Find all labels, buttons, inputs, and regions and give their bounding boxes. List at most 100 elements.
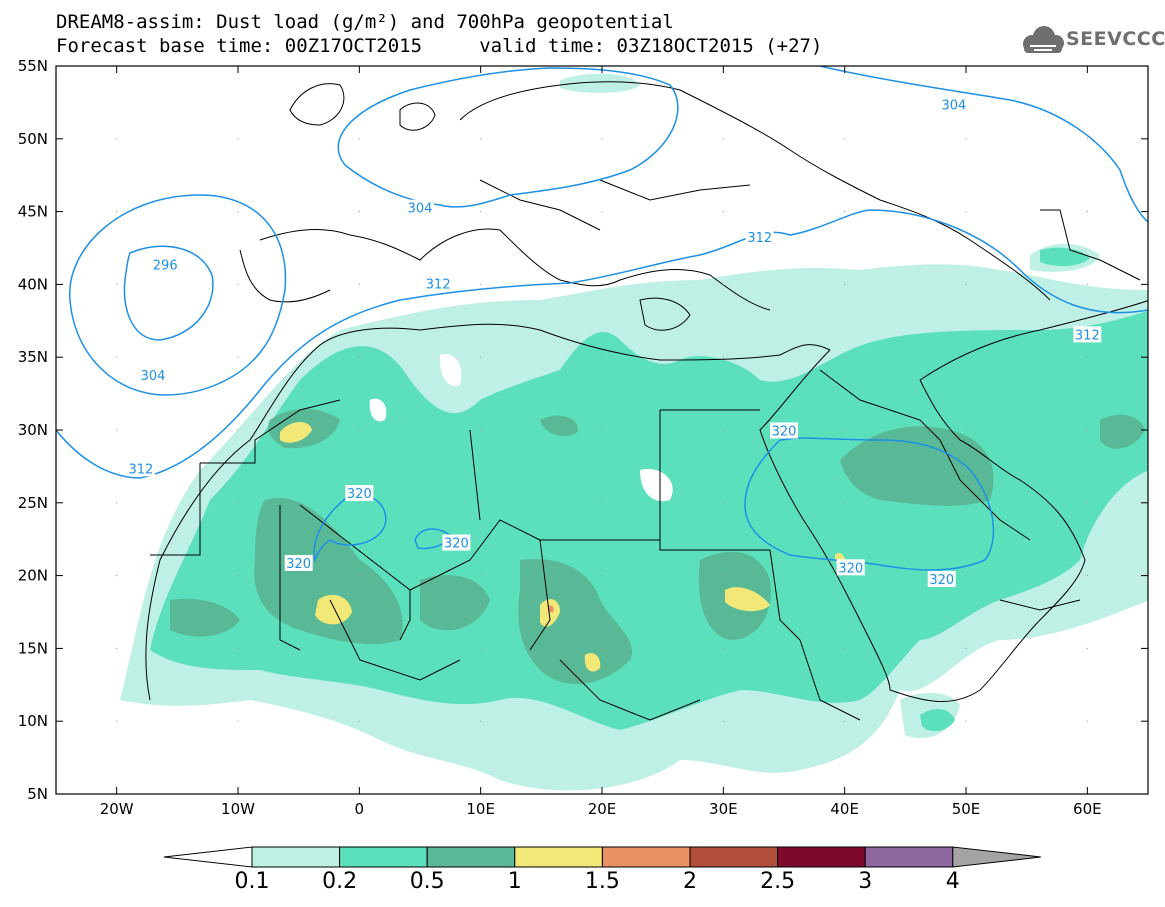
contour-label: 312 (129, 462, 154, 477)
contour-label: 304 (141, 369, 166, 384)
grid-dot (844, 283, 846, 285)
grid-dot (358, 211, 360, 213)
grid-dot (237, 211, 239, 213)
latitude-label: 25N (18, 494, 48, 512)
longitude-label: 60E (1073, 800, 1102, 818)
grid-dot (116, 429, 118, 431)
colorbar-over-triangle (952, 846, 1041, 868)
grid-dot (116, 283, 118, 285)
colorbar-label: 0.2 (322, 869, 357, 894)
grid-dot (358, 502, 360, 504)
latitude-label: 20N (18, 567, 48, 585)
longitude-labels: 20W 10W 0 10E 20E 30E 40E 50E 60E (100, 800, 1102, 818)
colorbar-label: 2 (683, 869, 697, 894)
geopotential-contours (56, 66, 1148, 571)
contour-labels: 304 304 296 304 312 312 312 312 320 320 320 320 320 3… (126, 96, 1102, 588)
contour-label: 320 (286, 557, 311, 572)
contour-label: 320 (347, 487, 372, 502)
coastlines (145, 81, 1148, 703)
contour-label-bg (406, 199, 434, 216)
latitude-label: 45N (18, 203, 48, 221)
grid-dot (844, 211, 846, 213)
grid-dot (237, 647, 239, 650)
colorbar-label: 1 (508, 869, 522, 894)
grid-dot (358, 720, 360, 722)
grid-dot (601, 502, 603, 504)
grid-dot (844, 138, 846, 140)
latitude-label: 50N (18, 130, 48, 148)
grid-dot (237, 283, 239, 285)
contour-label-bg (939, 96, 968, 113)
grid-dot (844, 502, 846, 504)
grid-dot (601, 211, 603, 213)
latitude-labels: 55N 50N 45N 40N 35N 30N 25N 20N 15N 10N 5N (18, 57, 48, 803)
colorbar-segment (689, 846, 779, 868)
longitude-label: 10E (466, 800, 495, 818)
grid-dot (358, 647, 360, 650)
grid-dot (722, 502, 724, 504)
country-borders (150, 179, 1141, 721)
contour-label-bg (770, 422, 798, 439)
grid-dot (722, 283, 724, 285)
grid-dot (116, 575, 118, 577)
grid-dot (601, 138, 603, 140)
grid-dot (116, 720, 118, 722)
contour-label: 304 (941, 98, 966, 113)
grid-dot (237, 720, 239, 722)
grid-dot (722, 429, 724, 431)
grid-dot (965, 211, 967, 213)
grid-dot (965, 429, 967, 431)
colorbar-label: 1.5 (585, 869, 620, 894)
grid-dot (480, 283, 482, 285)
grid-dot (601, 356, 603, 358)
contour-label-bg (745, 228, 774, 245)
grid-dot (844, 575, 846, 577)
grid-dot (1086, 356, 1088, 358)
colorbar-under-triangle (163, 846, 253, 868)
grid-dot (722, 720, 724, 722)
longitude-label: 20W (100, 800, 134, 818)
contour-label: 320 (772, 424, 797, 439)
grid-dot (116, 356, 118, 358)
colorbar-segment (514, 846, 603, 868)
grid-dot (722, 647, 724, 650)
grid-dot (722, 211, 724, 213)
grid-dot (965, 720, 967, 722)
contour-label: 320 (929, 573, 954, 588)
latitude-label: 10N (18, 712, 48, 730)
contour-label-bg (345, 485, 374, 502)
longitude-label: 20E (588, 800, 617, 818)
map-subtitle: Forecast base time: 00Z17OCT2015 valid t… (56, 35, 823, 57)
dust-free-areas (369, 354, 673, 502)
grid-dot (601, 283, 603, 285)
grid-dot (480, 502, 482, 504)
dust-fields: 304 304 296 304 312 312 312 312 320 320 320 320 320 3… (56, 66, 1148, 794)
contour-label: 312 (747, 231, 772, 246)
grid-dot (480, 429, 482, 431)
contour-label-bg (126, 460, 155, 477)
latitude-label: 30N (18, 421, 48, 439)
grid-dot (965, 138, 967, 140)
grid-dot (480, 647, 482, 650)
contour-label-bg (139, 367, 168, 384)
contour-label: 320 (444, 537, 469, 552)
grid-dot (965, 575, 967, 577)
contour-label-bg (442, 534, 471, 551)
grid-dot (237, 356, 239, 358)
grid-dot (358, 429, 360, 431)
grid-dot (358, 283, 360, 285)
grid-dot (1086, 138, 1088, 140)
grid-dot (237, 138, 239, 140)
grid-dot (237, 429, 239, 431)
grid-dot (965, 283, 967, 285)
grid-dot (601, 575, 603, 577)
grid-dot (116, 502, 118, 504)
longitude-label: 30E (709, 800, 738, 818)
longitude-label: 50E (952, 800, 981, 818)
colorbar-segment (601, 846, 691, 868)
grid-dot (601, 647, 603, 650)
grid-dot (237, 575, 239, 577)
grid-dot (844, 356, 846, 358)
grid-dot (480, 720, 482, 722)
colorbar-segment (864, 846, 954, 868)
